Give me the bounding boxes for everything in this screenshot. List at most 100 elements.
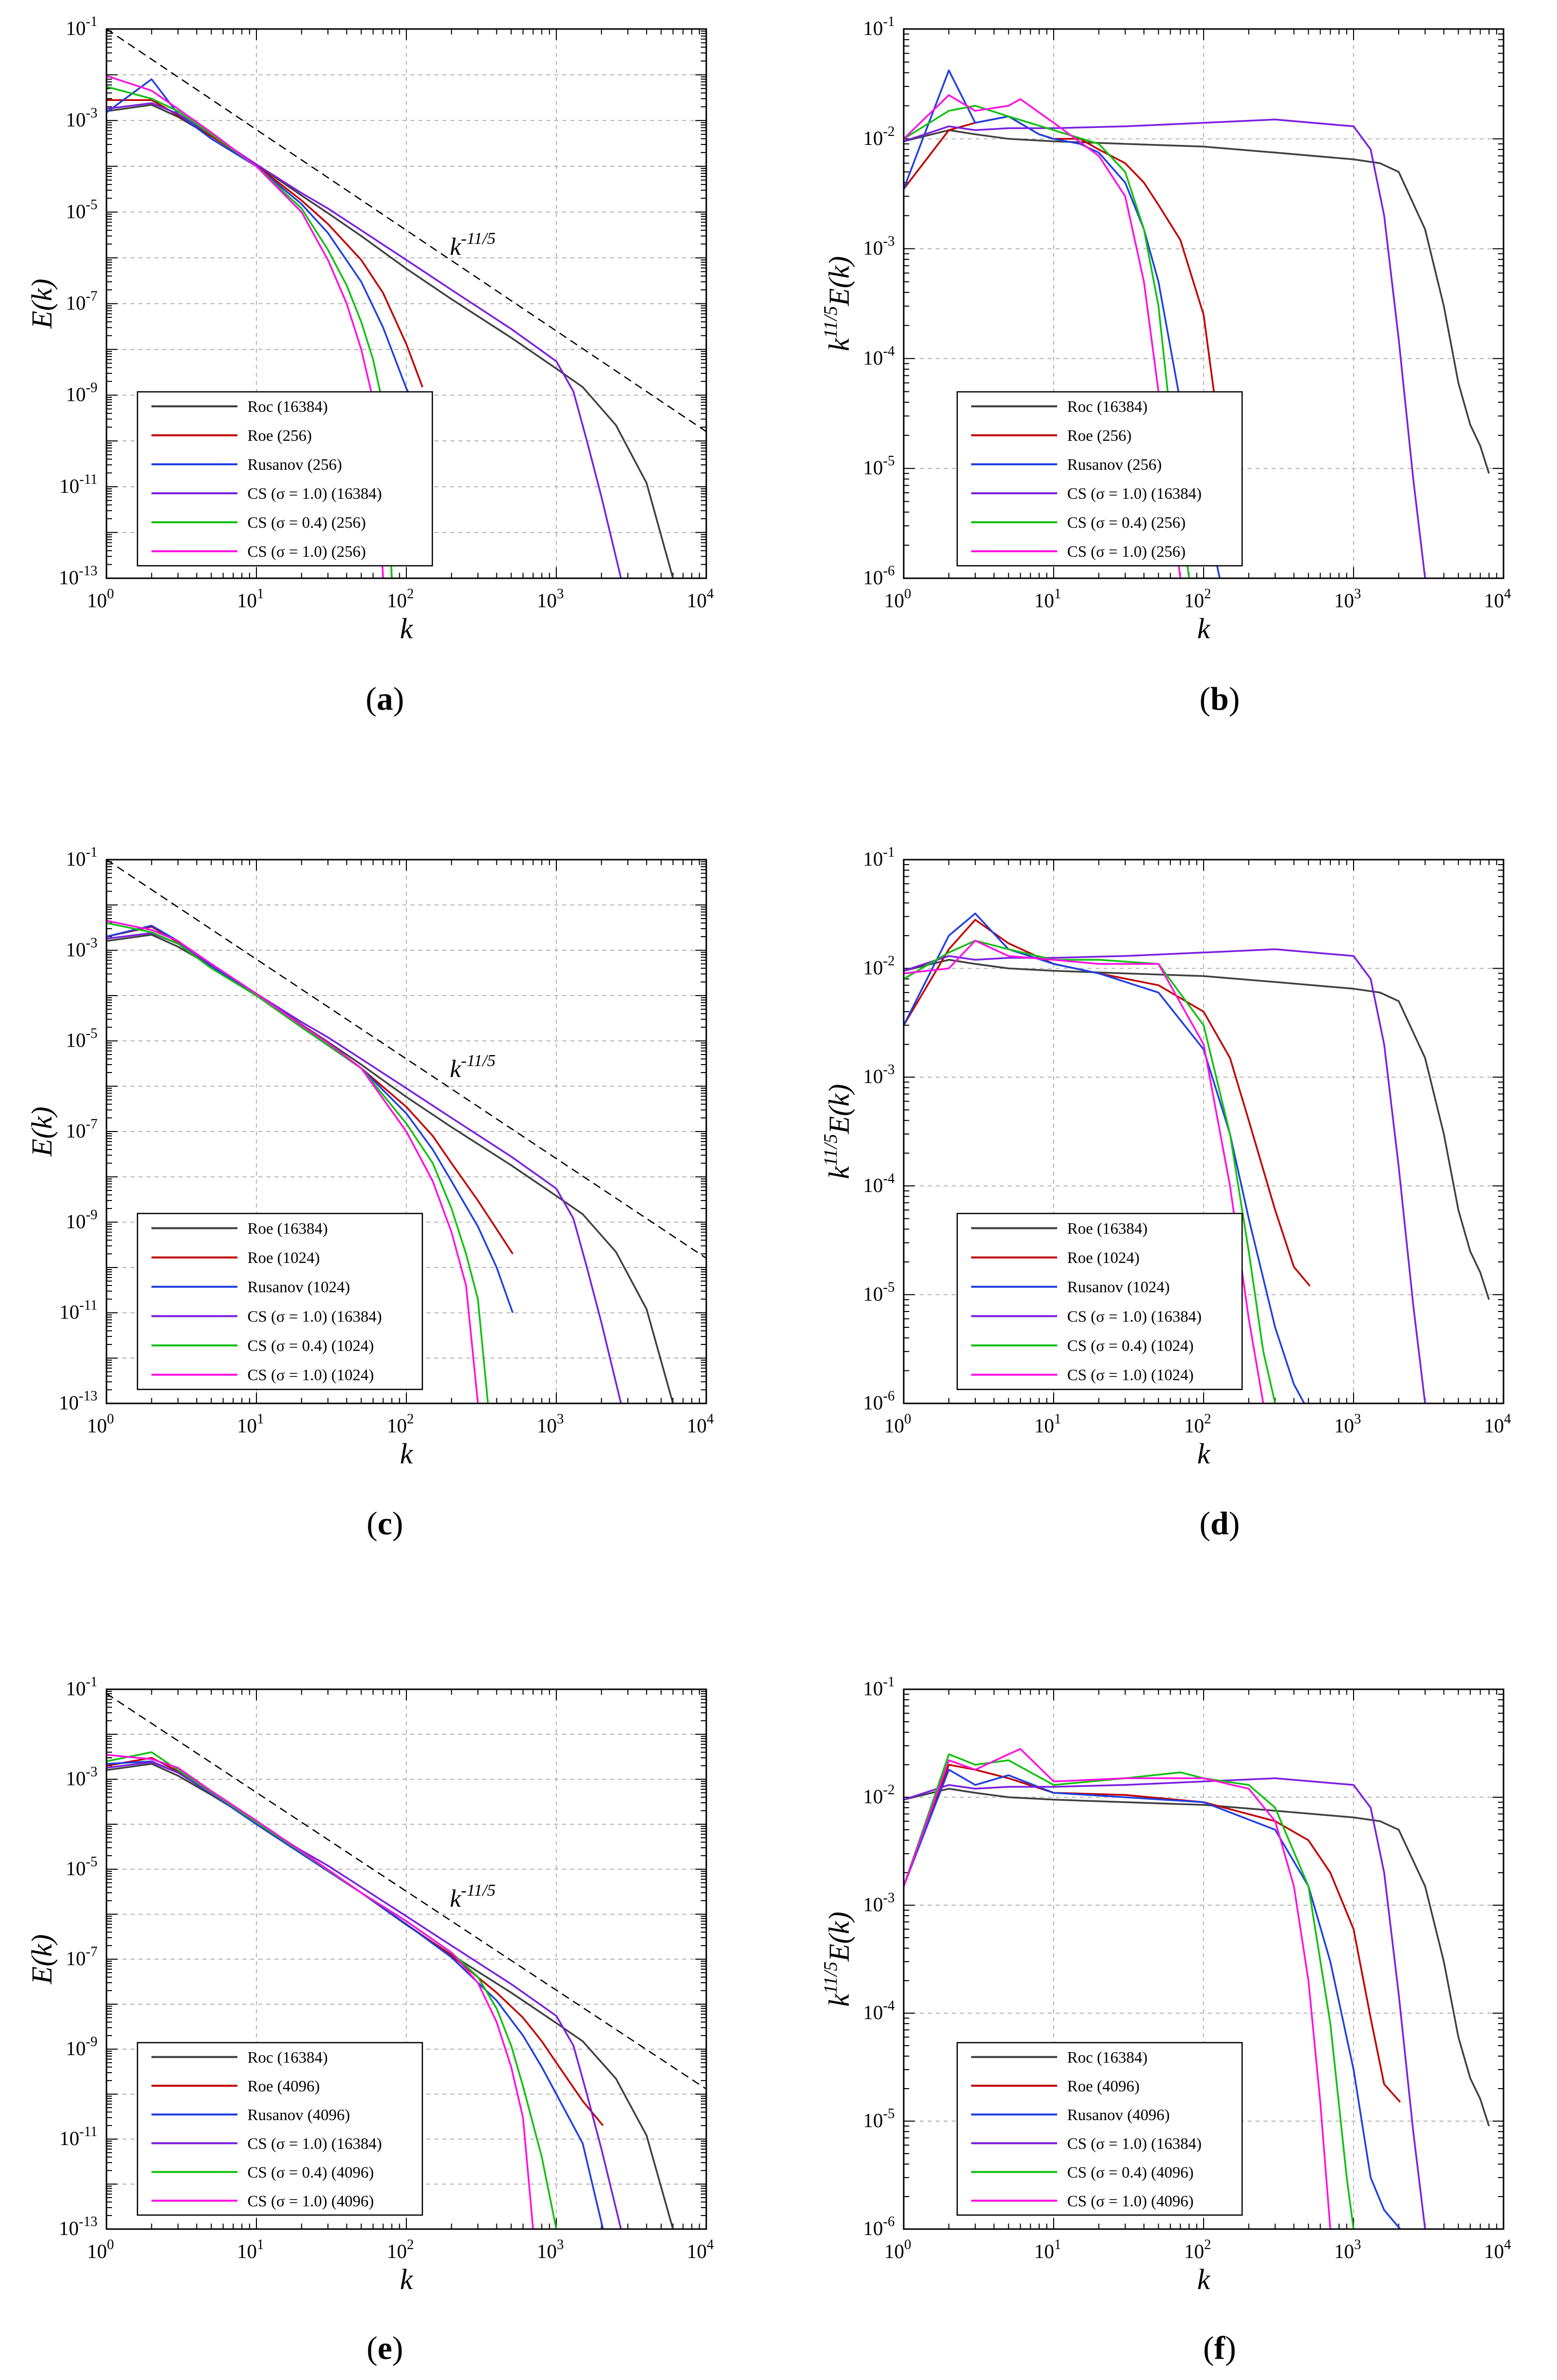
legend-box (136, 1212, 423, 1390)
legend-label: CS (σ = 1.0) (4096) (1067, 2192, 1194, 2210)
y-axis-label: E(k) (25, 1107, 58, 1157)
y-tick-label: 10-2 (863, 124, 895, 149)
x-tick-label: 102 (387, 2237, 414, 2263)
x-tick-label: 103 (537, 2237, 564, 2263)
y-tick-label: 10-9 (66, 2034, 97, 2060)
legend: Roe (16384) Roe (1024) Rusanov (1024) CS (σ… (956, 1212, 1243, 1390)
legend-label: Roc (16384) (247, 397, 328, 415)
x-tick-label: 101 (1034, 1411, 1061, 1437)
legend-label: Rusanov (1024) (1067, 1278, 1170, 1296)
chart-panel: 100 101 102 103 104 10-6 10-5 10-4 10-3 10-2 10-1 k… (820, 845, 1511, 1542)
x-tick-label: 102 (387, 586, 414, 612)
x-tick-label: 102 (1184, 1411, 1211, 1437)
y-tick-label: 10-1 (863, 14, 895, 39)
x-tick-label: 101 (237, 2237, 264, 2263)
series-line (904, 1788, 1490, 2127)
panel-caption: (a) (366, 681, 404, 717)
reference-slope-line (106, 1693, 707, 2090)
x-tick-label: 102 (1184, 2237, 1211, 2263)
panel-caption: (e) (366, 2330, 403, 2367)
x-tick-label: 101 (1034, 2237, 1061, 2263)
series-line (106, 74, 384, 578)
legend-label: Roc (16384) (247, 2048, 328, 2066)
legend-label: Roe (1024) (1067, 1248, 1140, 1266)
chart-panel: 100 101 102 103 104 10-13 10-11 10-9 10-7 10-5 10-… (25, 845, 714, 1542)
legend-label: CS (σ = 0.4) (1024) (247, 1336, 374, 1354)
series-line (904, 912, 1306, 1403)
x-tick-label: 103 (1334, 1411, 1361, 1437)
series-line (904, 1777, 1426, 2229)
legend: Roe (16384) Roe (1024) Rusanov (1024) CS (σ… (136, 1212, 423, 1390)
series-line (106, 85, 393, 578)
y-tick-label: 10-11 (59, 1298, 97, 1323)
reference-slope-line (106, 28, 707, 432)
y-tick-label: 10-7 (66, 289, 97, 314)
legend-label: CS (σ = 1.0) (16384) (247, 1307, 382, 1325)
legend-box (136, 2042, 423, 2216)
chart-panel: 100 101 102 103 104 10-6 10-5 10-4 10-3 10-2 10-1 k… (820, 14, 1511, 717)
y-tick-label: 10-1 (66, 1674, 97, 1700)
series-line (106, 102, 622, 578)
legend-label: CS (σ = 1.0) (16384) (247, 2134, 382, 2152)
x-tick-label: 102 (387, 1411, 414, 1437)
legend-label: CS (σ = 0.4) (1024) (1067, 1336, 1194, 1354)
x-tick-label: 104 (687, 586, 714, 612)
y-tick-label: 10-9 (66, 380, 97, 406)
y-tick-label: 10-5 (863, 453, 895, 479)
reference-slope-line (106, 859, 707, 1259)
series-group (904, 1748, 1490, 2229)
y-axis-label: k11/5E(k) (820, 256, 855, 351)
legend-label: Roe (4096) (247, 2077, 320, 2095)
y-tick-label: 10-6 (863, 2214, 895, 2240)
series-line (904, 1748, 1332, 2229)
legend: Roc (16384) Roe (4096) Rusanov (4096) CS (σ… (956, 2042, 1243, 2216)
y-tick-label: 10-1 (66, 14, 97, 39)
panel-caption: (f) (1203, 2330, 1236, 2367)
x-tick-label: 104 (687, 2237, 714, 2263)
legend-label: Rusanov (1024) (247, 1278, 350, 1296)
y-tick-label: 10-2 (863, 954, 895, 979)
x-tick-label: 102 (1184, 586, 1211, 612)
x-axis-label: k (400, 612, 413, 645)
legend-label: CS (σ = 1.0) (4096) (247, 2192, 374, 2210)
series-line (904, 940, 1276, 1403)
slope-annotation: k-11/5 (450, 1881, 495, 1912)
y-tick-label: 10-5 (863, 1279, 895, 1305)
y-tick-label: 10-3 (863, 1062, 895, 1088)
plot-frame (903, 859, 1505, 1404)
legend-label: Roc (16384) (1067, 2048, 1148, 2066)
chart-panel: 100 101 102 103 104 10-13 10-11 10-9 10-7 10-5 10-… (25, 14, 714, 717)
series-group (106, 920, 674, 1403)
legend-label: CS (σ = 0.4) (256) (1067, 513, 1186, 531)
x-tick-label: 101 (237, 1411, 264, 1437)
y-tick-label: 10-11 (59, 2124, 97, 2150)
legend: Roc (16384) Roe (4096) Rusanov (4096) CS (σ… (136, 2042, 423, 2216)
series-line (106, 1754, 534, 2229)
y-tick-label: 10-6 (863, 1388, 895, 1414)
series-line (106, 1761, 622, 2229)
legend-label: CS (σ = 1.0) (256) (247, 542, 366, 560)
series-line (106, 926, 514, 1254)
y-tick-label: 10-1 (66, 845, 97, 870)
y-tick-label: 10-13 (59, 2214, 97, 2240)
x-tick-label: 103 (537, 1411, 564, 1437)
legend-label: Roe (1024) (247, 1248, 320, 1266)
x-tick-label: 101 (1034, 586, 1061, 612)
y-tick-label: 10-9 (66, 1207, 97, 1232)
y-tick-label: 10-5 (66, 197, 97, 222)
chart-panel: 100 101 102 103 104 10-13 10-11 10-9 10-7 10-5 10-… (25, 1674, 714, 2367)
x-axis-label: k (400, 1437, 413, 1470)
x-tick-label: 103 (537, 586, 564, 612)
series-line (904, 129, 1490, 474)
legend-label: Roe (16384) (1067, 1219, 1148, 1237)
legend-label: Roe (256) (1067, 426, 1132, 444)
y-tick-label: 10-3 (66, 935, 97, 961)
x-tick-label: 101 (237, 586, 264, 612)
x-tick-label: 100 (884, 586, 911, 612)
series-line (904, 959, 1490, 1300)
x-tick-label: 100 (87, 1411, 114, 1437)
series-line (904, 1753, 1355, 2229)
x-axis-label: k (400, 2263, 413, 2296)
legend-label: Roe (4096) (1067, 2077, 1140, 2095)
